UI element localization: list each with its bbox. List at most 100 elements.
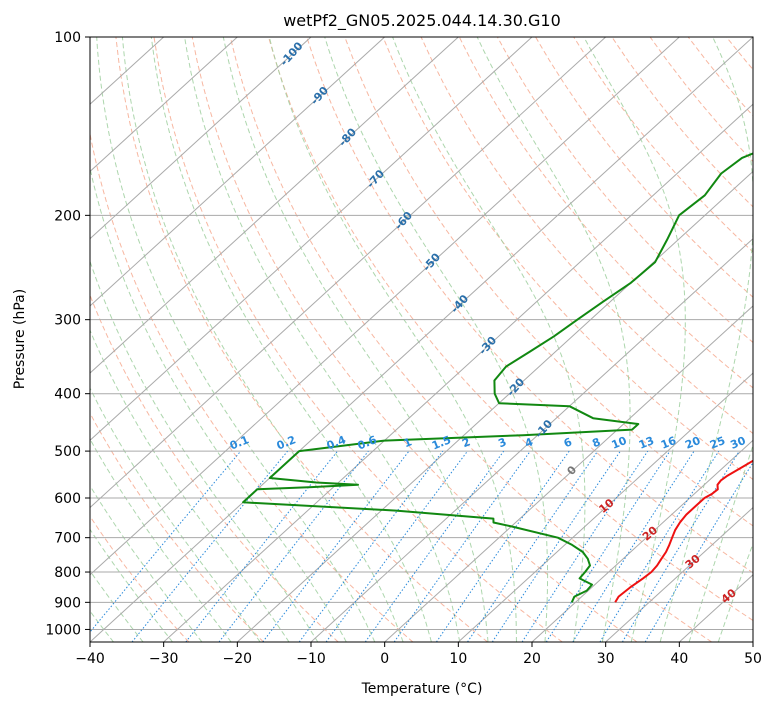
dry-adiabat [765,37,775,642]
moist-adiabat [476,37,631,642]
y-tick-label: 1000 [45,622,81,638]
moist-adiabat [90,438,232,642]
dry-adiabat [496,37,753,344]
y-tick-label: 800 [54,565,81,581]
y-tick-label: 400 [54,387,81,403]
mixing-ratio-label: 4 [523,435,535,450]
moist-adiabat [583,37,686,642]
isotherm [310,237,753,642]
x-axis-label: Temperature (°C) [361,681,483,697]
dry-adiabat [344,37,753,527]
y-axis-label: Pressure (hPa) [12,289,28,389]
mixing-ratio-line [545,450,671,642]
dry-adiabat [191,37,638,642]
x-tick-label: −40 [75,651,105,667]
dry-adiabat [535,37,753,298]
moist-adiabat [717,542,753,642]
mixing-ratio-line [393,450,531,642]
mixing-ratio-line [218,450,369,642]
mixing-ratio-label: 16 [659,434,678,452]
dry-adiabat [306,37,753,574]
moist-adiabat [90,329,290,642]
mixing-ratio-label: 6 [562,435,574,450]
plot-frame [89,36,754,643]
mixing-ratio-line [644,461,753,642]
isotherm [752,641,753,642]
x-tick-label: 30 [597,651,615,667]
isotherm [605,506,753,642]
mixing-ratio-line [467,450,599,642]
mixing-ratio-label: 8 [590,435,602,450]
mixing-ratio-label: 0.6 [356,433,379,452]
isotherm [531,439,753,642]
mixing-ratio-label: 25 [708,434,727,452]
mixing-ratio-label: 0.4 [325,433,348,452]
moist-adiabat [150,37,432,642]
isotherm [236,170,753,642]
moist-adiabat [90,259,319,642]
isotherm [90,37,459,374]
y-tick-label: 300 [54,313,81,329]
x-tick-label: 0 [380,651,389,667]
temperature-line [614,459,753,603]
isotherm [384,305,753,642]
mixing-ratio-line [599,450,720,642]
mixing-ratio-label: 30 [728,434,747,452]
dry-adiabat [649,37,753,163]
mixing-ratio-line [262,450,410,642]
x-tick-label: −30 [149,651,179,667]
mixing-ratio-line [491,450,621,642]
isotherm [90,37,753,642]
y-tick-label: 900 [54,595,81,611]
dry-adiabat [90,131,414,642]
dry-adiabat [687,37,753,117]
mixing-ratio-line [298,450,444,642]
x-tick-label: 20 [523,651,541,667]
dry-adiabat [153,37,563,642]
isotherm [90,37,680,576]
y-tick-label: 100 [54,30,81,46]
mixing-ratio-line [364,450,505,642]
x-tick-label: 50 [744,651,762,667]
isotherm [90,37,533,442]
mixing-ratio-label: 3 [496,435,508,450]
mixing-ratio-label: 0.1 [228,433,251,452]
isotherm [90,37,238,173]
dry-adiabat [268,37,753,622]
mixing-ratio-line [185,450,338,642]
mixing-ratio-label: 1.5 [430,433,453,452]
plot-area [90,37,775,642]
mixing-ratio-line [572,450,695,642]
isotherm [457,372,753,642]
mixing-ratio-line [90,450,242,633]
moist-adiabat [184,37,461,642]
x-tick-label: 10 [449,651,467,667]
dry-adiabat [90,412,264,642]
moist-adiabat [659,37,753,642]
mixing-ratio-label: 2 [460,435,472,450]
mixing-ratio-line [435,450,570,642]
mixing-ratio-label: 20 [683,434,702,452]
y-tick-label: 200 [54,208,81,224]
mixing-ratio-label: 13 [637,434,656,452]
chart-title: wetPf2_GN05.2025.044.14.30.G10 [283,11,561,31]
isotherm-label: -100 [278,39,306,68]
moist-adiabat [222,37,489,642]
mixing-ratio-label: 1 [402,435,414,450]
mixing-ratio-line [325,450,468,642]
mixing-ratio-label: 10 [610,434,629,452]
dry-adiabat [573,37,753,253]
moist-adiabat [268,37,517,642]
isotherm [90,37,312,240]
y-tick-label: 600 [54,491,81,507]
isotherm [90,37,607,509]
dry-adiabat [382,37,753,481]
mixing-ratio-label: 0.2 [275,433,298,452]
x-tick-label: −10 [296,651,326,667]
moist-adiabat [90,387,261,642]
isotherm [90,37,386,307]
moist-adiabat [324,37,549,642]
y-tick-label: 500 [54,444,81,460]
dewpoint-line [242,152,753,603]
